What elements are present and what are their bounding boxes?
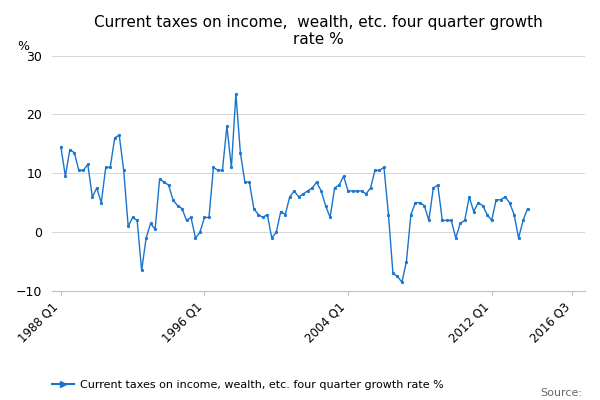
Text: %: % — [17, 40, 29, 53]
Legend: Current taxes on income, wealth, etc. four quarter growth rate %: Current taxes on income, wealth, etc. fo… — [47, 376, 448, 394]
Title: Current taxes on income,  wealth, etc. four quarter growth
rate %: Current taxes on income, wealth, etc. fo… — [94, 15, 543, 47]
Text: Source:: Source: — [540, 388, 582, 398]
